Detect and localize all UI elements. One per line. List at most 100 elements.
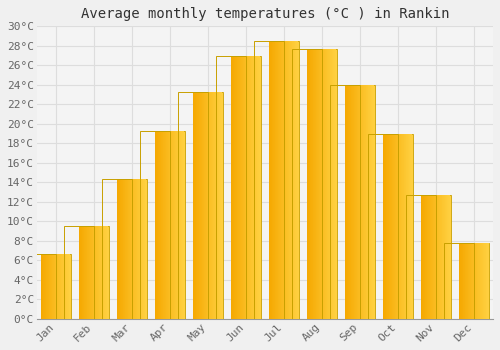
Bar	[437, 195, 438, 319]
Bar	[397, 134, 398, 319]
Bar	[407, 134, 408, 319]
Bar	[348, 85, 349, 319]
Bar	[209, 92, 210, 319]
Bar	[214, 92, 215, 319]
Bar	[258, 56, 259, 319]
Bar	[144, 180, 145, 319]
Bar	[244, 56, 245, 319]
Bar	[121, 180, 122, 319]
Bar	[400, 134, 402, 319]
Bar	[435, 195, 436, 319]
Bar	[205, 92, 206, 319]
Bar	[273, 41, 274, 319]
Bar	[440, 195, 441, 319]
Bar	[174, 131, 176, 319]
Bar	[65, 253, 66, 319]
Bar	[468, 243, 469, 319]
Bar	[116, 180, 117, 319]
Bar	[485, 243, 486, 319]
Bar	[220, 92, 221, 319]
Bar	[366, 85, 367, 319]
Bar	[42, 253, 43, 319]
Bar	[481, 243, 482, 319]
Bar	[259, 56, 260, 319]
Bar	[331, 49, 332, 319]
Bar	[158, 131, 159, 319]
Bar	[80, 226, 81, 319]
Bar	[201, 92, 202, 319]
Bar	[426, 195, 427, 319]
Bar	[238, 56, 239, 319]
Bar	[446, 195, 448, 319]
Bar	[326, 49, 327, 319]
Bar	[173, 131, 174, 319]
Bar	[26, 253, 56, 319]
Bar	[291, 41, 292, 319]
Bar	[459, 243, 460, 319]
Bar	[335, 49, 336, 319]
Bar	[78, 226, 80, 319]
Bar	[42, 253, 43, 319]
Bar	[421, 195, 451, 319]
Bar	[101, 226, 102, 319]
Bar	[268, 41, 270, 319]
Bar	[100, 226, 101, 319]
Bar	[233, 56, 234, 319]
Bar	[255, 56, 256, 319]
Bar	[177, 131, 178, 319]
Bar	[60, 253, 62, 319]
Bar	[307, 49, 337, 319]
Bar	[123, 180, 124, 319]
Bar	[467, 243, 468, 319]
Bar	[392, 134, 393, 319]
Bar	[97, 226, 98, 319]
Bar	[144, 180, 146, 319]
Bar	[365, 85, 366, 319]
Bar	[444, 195, 446, 319]
Bar	[163, 131, 164, 319]
Bar	[480, 243, 481, 319]
Bar	[406, 134, 408, 319]
Bar	[421, 195, 422, 319]
Title: Average monthly temperatures (°C ) in Rankin: Average monthly temperatures (°C ) in Ra…	[80, 7, 449, 21]
Bar	[164, 131, 165, 319]
Bar	[67, 253, 68, 319]
Bar	[372, 85, 373, 319]
Bar	[368, 134, 398, 319]
Bar	[171, 131, 172, 319]
Bar	[92, 226, 94, 319]
Bar	[346, 85, 347, 319]
Bar	[124, 180, 125, 319]
Bar	[368, 85, 369, 319]
Bar	[353, 85, 354, 319]
Bar	[446, 195, 447, 319]
Bar	[283, 41, 284, 319]
Bar	[349, 85, 350, 319]
Bar	[242, 56, 244, 319]
Bar	[384, 134, 385, 319]
Bar	[83, 226, 84, 319]
Bar	[241, 56, 242, 319]
Bar	[429, 195, 430, 319]
Bar	[274, 41, 276, 319]
Bar	[106, 226, 107, 319]
Bar	[197, 92, 198, 319]
Bar	[280, 41, 281, 319]
Bar	[294, 41, 296, 319]
Bar	[194, 92, 195, 319]
Bar	[312, 49, 314, 319]
Bar	[203, 92, 204, 319]
Bar	[411, 134, 412, 319]
Bar	[211, 92, 212, 319]
Bar	[48, 253, 50, 319]
Bar	[396, 134, 397, 319]
Bar	[45, 253, 46, 319]
Bar	[324, 49, 326, 319]
Bar	[465, 243, 466, 319]
Bar	[441, 195, 442, 319]
Bar	[59, 253, 60, 319]
Bar	[423, 195, 424, 319]
Bar	[172, 131, 173, 319]
Bar	[394, 134, 396, 319]
Bar	[140, 180, 141, 319]
